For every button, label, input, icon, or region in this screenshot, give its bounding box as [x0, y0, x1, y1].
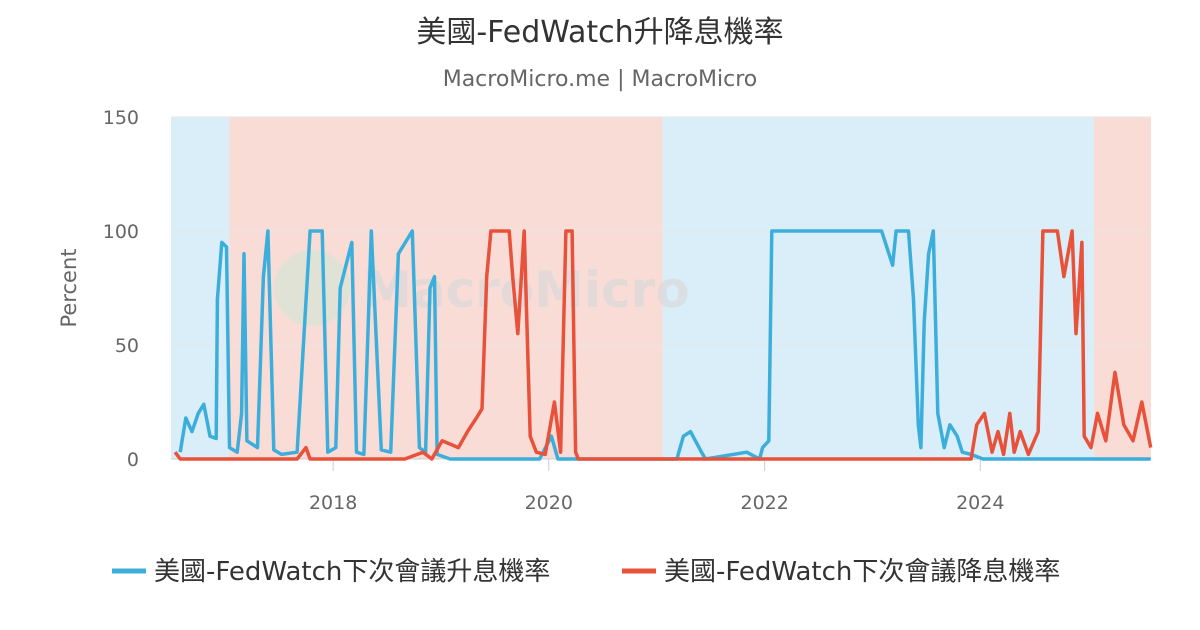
legend-label: 美國-FedWatch下次會議降息機率: [664, 557, 1060, 587]
y-tick-label: 50: [115, 335, 139, 357]
background-bands: [171, 117, 1151, 459]
x-tick-label: 2020: [525, 492, 573, 514]
chart-subtitle: MacroMicro.me | MacroMicro: [443, 67, 758, 92]
series-lines: [173, 229, 1153, 461]
legend-item-1[interactable]: 美國-FedWatch下次會議降息機率: [622, 557, 1060, 587]
x-axis-ticks: 2018 2020 2022 2024: [309, 459, 1004, 514]
grid-lines: [171, 116, 1151, 346]
x-tick-label: 2024: [956, 492, 1004, 514]
y-tick-label: 150: [103, 107, 139, 129]
legend-label: 美國-FedWatch下次會議升息機率: [154, 557, 550, 587]
x-tick-label: 2022: [740, 492, 788, 514]
y-tick-label: 100: [103, 221, 139, 243]
chart-title: 美國-FedWatch升降息機率: [416, 15, 783, 50]
watermark: MacroMicro: [274, 250, 690, 326]
y-tick-label: 0: [127, 449, 139, 471]
series-line-0: [178, 229, 1151, 461]
legend[interactable]: 美國-FedWatch下次會議升息機率 美國-FedWatch下次會議降息機率: [112, 557, 1060, 587]
watermark-logo-icon: [274, 250, 350, 326]
x-tick-label: 2018: [309, 492, 357, 514]
y-axis-label: Percent: [57, 248, 81, 327]
legend-item-0[interactable]: 美國-FedWatch下次會議升息機率: [112, 557, 550, 587]
band-2: [662, 117, 1094, 459]
y-axis-ticks: 0 50 100 150: [103, 107, 139, 471]
series-line-1: [173, 229, 1153, 461]
